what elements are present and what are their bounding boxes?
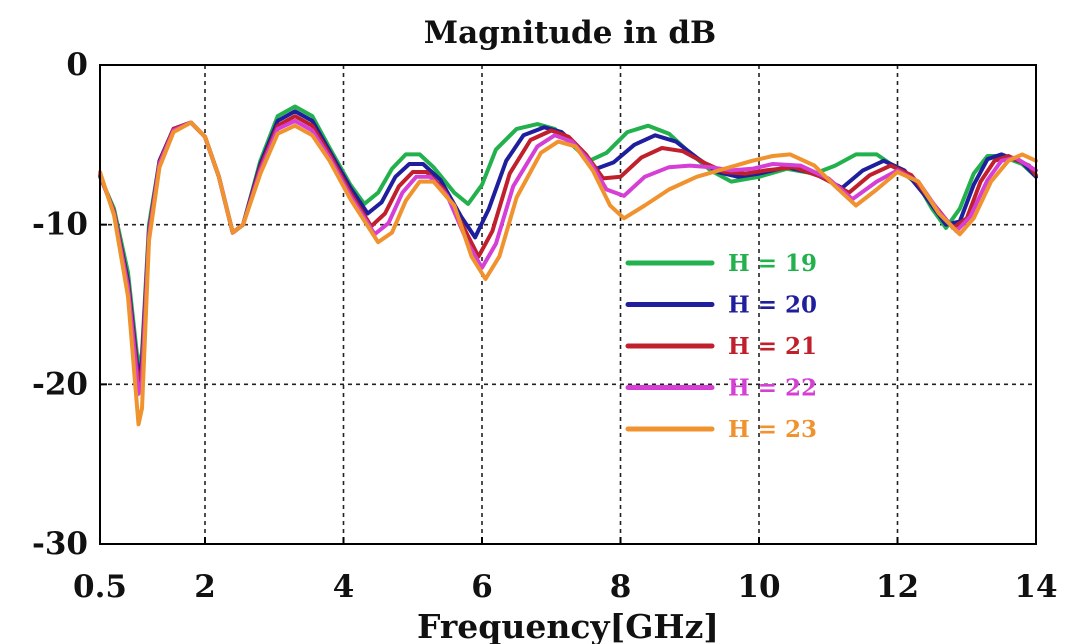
- x-tick-label: 10: [737, 569, 780, 605]
- legend: H = 19 H = 20 H = 21 H = 22 H = 23: [625, 250, 817, 443]
- chart-title: Magnitude in dB: [424, 15, 716, 51]
- legend-label: H = 21: [728, 333, 817, 360]
- grid-lines: [100, 65, 1036, 544]
- y-tick-label: -10: [32, 207, 88, 243]
- y-tick-label: -30: [32, 526, 88, 562]
- series-line-4: [98, 118, 1038, 396]
- x-tick-label: 4: [333, 569, 355, 605]
- x-axis-ticks: 0.5 2 4 6 8 10 12 14: [73, 537, 1058, 605]
- y-tick-label: -20: [32, 366, 88, 402]
- x-tick-label: 8: [610, 569, 632, 605]
- legend-label: H = 22: [728, 375, 817, 402]
- series-line-2: [98, 109, 1038, 380]
- legend-label: H = 23: [728, 416, 817, 443]
- series-line-5: [98, 120, 1038, 427]
- y-tick-label: 0: [66, 47, 88, 83]
- series-line-3: [98, 114, 1038, 387]
- legend-label: H = 20: [728, 292, 817, 319]
- y-axis-ticks: 0 -10 -20 -30: [32, 47, 107, 562]
- x-tick-label: 12: [876, 569, 919, 605]
- x-tick-label: 6: [471, 569, 493, 605]
- x-tick-label: 14: [1014, 569, 1057, 605]
- series-lines: [98, 104, 1038, 427]
- x-tick-label: 2: [194, 569, 216, 605]
- x-tick-label: 0.5: [73, 569, 127, 605]
- legend-label: H = 19: [728, 250, 817, 277]
- x-axis-label: Frequency[GHz]: [417, 607, 719, 644]
- plot-frame: [99, 64, 1037, 545]
